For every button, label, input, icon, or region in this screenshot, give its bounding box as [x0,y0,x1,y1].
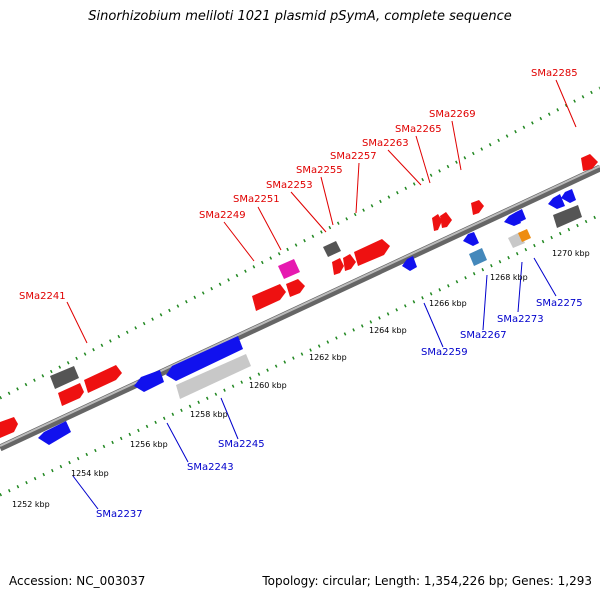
scale-labels: 1252 kbp 1254 kbp 1256 kbp 1258 kbp 1260… [12,249,590,509]
gene-label[interactable]: SMa2285 [531,68,578,79]
feature-arrow[interactable] [432,214,442,231]
feature-box[interactable] [469,248,487,266]
feature-arrow[interactable] [402,256,417,271]
gene-label[interactable]: SMa2267 [460,330,507,341]
feature-arrow[interactable] [134,370,164,392]
scale-tick-label: 1256 kbp [130,440,168,449]
scale-tick-label: 1252 kbp [12,500,50,509]
genome-backbone [0,164,600,452]
upper-guide-line [0,86,600,400]
feature-box[interactable] [278,259,300,279]
scale-tick-label: 1258 kbp [190,410,228,419]
map-title: Sinorhizobium meliloti 1021 plasmid pSym… [88,9,512,24]
bottom-label-connectors [72,257,557,510]
feature-arrow[interactable] [58,383,84,406]
gene-label[interactable]: SMa2249 [199,210,246,221]
feature-arrow[interactable] [38,421,71,445]
gene-label[interactable]: SMa2275 [536,298,583,309]
gene-label[interactable]: SMa2257 [330,151,377,162]
accession-label: Accession: NC_003037 [9,574,146,588]
scale-tick-label: 1262 kbp [309,353,347,362]
feature-arrow[interactable] [581,154,598,171]
feature-arrow[interactable] [512,209,526,222]
gene-label[interactable]: SMa2241 [19,291,66,302]
gene-label[interactable]: SMa2251 [233,194,280,205]
feature-arrow[interactable] [286,279,305,297]
top-gene-labels: SMa2241 SMa2249 SMa2251 SMa2253 SMa2255 … [19,68,578,302]
reverse-features [38,189,582,445]
gene-label[interactable]: SMa2273 [497,314,544,325]
feature-arrow[interactable] [0,417,18,438]
forward-features [0,154,598,438]
feature-arrow[interactable] [354,239,390,266]
gene-label[interactable]: SMa2259 [421,347,468,358]
gene-label[interactable]: SMa2237 [96,509,143,520]
top-label-connectors [66,79,577,344]
lower-guide-line [0,213,600,497]
feature-box[interactable] [176,354,251,399]
feature-box[interactable] [50,366,79,389]
feature-box[interactable] [553,205,582,228]
gene-label[interactable]: SMa2255 [296,165,343,176]
scale-tick-label: 1266 kbp [429,299,467,308]
feature-arrow[interactable] [166,336,243,381]
scale-tick-label: 1254 kbp [71,469,109,478]
bottom-gene-labels: SMa2237 SMa2243 SMa2245 SMa2259 SMa2267 … [96,298,583,520]
feature-box[interactable] [323,241,341,257]
feature-arrow[interactable] [343,254,356,271]
feature-arrow[interactable] [561,189,576,203]
gene-label[interactable]: SMa2265 [395,124,442,135]
scale-tick-label: 1260 kbp [249,381,287,390]
gene-label[interactable]: SMa2269 [429,109,476,120]
feature-arrow[interactable] [84,365,122,393]
gene-label[interactable]: SMa2263 [362,138,409,149]
feature-arrow[interactable] [548,194,565,209]
scale-tick-label: 1268 kbp [490,273,528,282]
feature-box[interactable] [518,229,531,242]
gene-label[interactable]: SMa2243 [187,462,234,473]
feature-arrow[interactable] [440,212,452,228]
feature-arrow[interactable] [471,200,484,215]
feature-arrow[interactable] [252,284,286,311]
scale-tick-label: 1270 kbp [552,249,590,258]
gene-label[interactable]: SMa2253 [266,180,313,191]
feature-arrow[interactable] [332,258,344,275]
topology-label: Topology: circular; Length: 1,354,226 bp… [262,574,592,588]
gene-label[interactable]: SMa2245 [218,439,265,450]
scale-tick-label: 1264 kbp [369,326,407,335]
feature-arrow[interactable] [463,232,479,246]
